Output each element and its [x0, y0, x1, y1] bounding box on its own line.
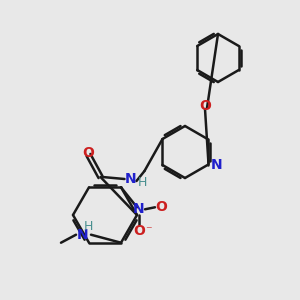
Text: O: O: [199, 99, 211, 113]
Text: N: N: [211, 158, 222, 172]
Text: N: N: [133, 202, 145, 216]
Text: N: N: [77, 228, 89, 242]
Text: ⁻: ⁻: [145, 224, 151, 237]
Text: O: O: [155, 200, 167, 214]
Text: O: O: [133, 224, 145, 238]
Text: H: H: [83, 220, 93, 233]
Text: N: N: [125, 172, 136, 186]
Text: H: H: [138, 176, 147, 190]
Text: O: O: [82, 146, 94, 160]
